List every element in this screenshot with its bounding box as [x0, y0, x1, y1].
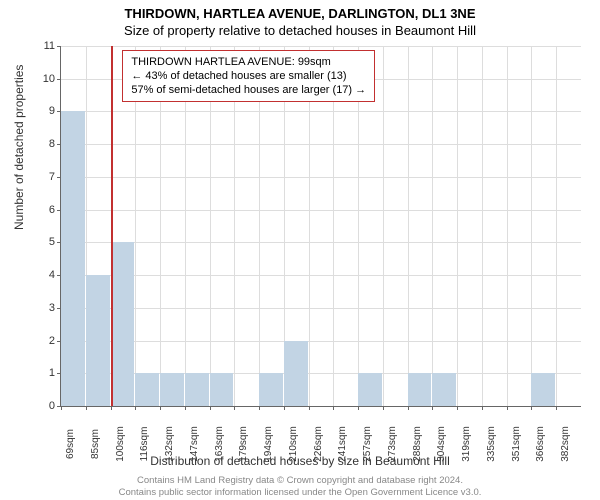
bar — [432, 373, 456, 406]
gridline-h — [61, 144, 581, 145]
annotation-box: THIRDOWN HARTLEA AVENUE: 99sqm← 43% of d… — [122, 50, 375, 103]
y-tick-label: 7 — [49, 171, 61, 183]
y-tick-label: 2 — [49, 335, 61, 347]
gridline-h — [61, 308, 581, 309]
x-tick-mark — [408, 406, 409, 410]
x-axis-label: Distribution of detached houses by size … — [0, 454, 600, 468]
gridline-h — [61, 275, 581, 276]
gridline-v — [531, 46, 532, 406]
x-tick-mark — [432, 406, 433, 410]
y-tick-label: 8 — [49, 138, 61, 150]
y-tick-label: 4 — [49, 269, 61, 281]
plot-area: 0123456789101169sqm85sqm100sqm116sqm132s… — [60, 46, 581, 407]
chart-title: THIRDOWN, HARTLEA AVENUE, DARLINGTON, DL… — [0, 0, 600, 21]
bar — [111, 242, 135, 406]
x-tick-mark — [111, 406, 112, 410]
x-tick-mark — [507, 406, 508, 410]
gridline-v — [556, 46, 557, 406]
bar — [358, 373, 382, 406]
bar — [160, 373, 184, 406]
y-axis-label: Number of detached properties — [12, 65, 26, 230]
bar — [61, 111, 85, 406]
gridline-h — [61, 242, 581, 243]
x-tick-mark — [86, 406, 87, 410]
bar — [284, 341, 308, 406]
x-tick-mark — [160, 406, 161, 410]
gridline-h — [61, 46, 581, 47]
y-tick-label: 1 — [49, 367, 61, 379]
x-tick-mark — [259, 406, 260, 410]
x-tick-mark — [531, 406, 532, 410]
x-tick-mark — [210, 406, 211, 410]
x-tick-mark — [383, 406, 384, 410]
x-tick-mark — [333, 406, 334, 410]
x-tick-mark — [482, 406, 483, 410]
x-tick-mark — [284, 406, 285, 410]
y-tick-label: 5 — [49, 236, 61, 248]
bar — [210, 373, 234, 406]
gridline-v — [383, 46, 384, 406]
x-tick-mark — [61, 406, 62, 410]
y-tick-label: 9 — [49, 105, 61, 117]
x-tick-mark — [185, 406, 186, 410]
chart-subtitle: Size of property relative to detached ho… — [0, 21, 600, 38]
footnote-line2: Contains public sector information licen… — [0, 487, 600, 498]
y-tick-label: 11 — [44, 40, 61, 52]
annotation-line: ← 43% of detached houses are smaller (13… — [131, 69, 366, 83]
bar — [408, 373, 432, 406]
bar — [135, 373, 159, 406]
gridline-h — [61, 210, 581, 211]
gridline-h — [61, 341, 581, 342]
gridline-v — [457, 46, 458, 406]
gridline-h — [61, 111, 581, 112]
x-tick-mark — [358, 406, 359, 410]
y-tick-label: 6 — [49, 204, 61, 216]
footnote-line1: Contains HM Land Registry data © Crown c… — [0, 475, 600, 486]
marker-line — [111, 46, 113, 406]
bar — [531, 373, 555, 406]
x-tick-mark — [457, 406, 458, 410]
bar — [185, 373, 209, 406]
x-tick-mark — [309, 406, 310, 410]
footnote: Contains HM Land Registry data © Crown c… — [0, 475, 600, 498]
gridline-v — [482, 46, 483, 406]
y-tick-label: 3 — [49, 302, 61, 314]
bar — [259, 373, 283, 406]
annotation-line: 57% of semi-detached houses are larger (… — [131, 83, 366, 97]
annotation-line: THIRDOWN HARTLEA AVENUE: 99sqm — [131, 55, 366, 69]
x-tick-mark — [556, 406, 557, 410]
gridline-v — [408, 46, 409, 406]
x-tick-mark — [234, 406, 235, 410]
gridline-v — [432, 46, 433, 406]
y-tick-label: 0 — [49, 400, 61, 412]
gridline-v — [507, 46, 508, 406]
gridline-h — [61, 177, 581, 178]
bar — [86, 275, 110, 406]
y-tick-label: 10 — [43, 73, 61, 85]
x-tick-mark — [135, 406, 136, 410]
